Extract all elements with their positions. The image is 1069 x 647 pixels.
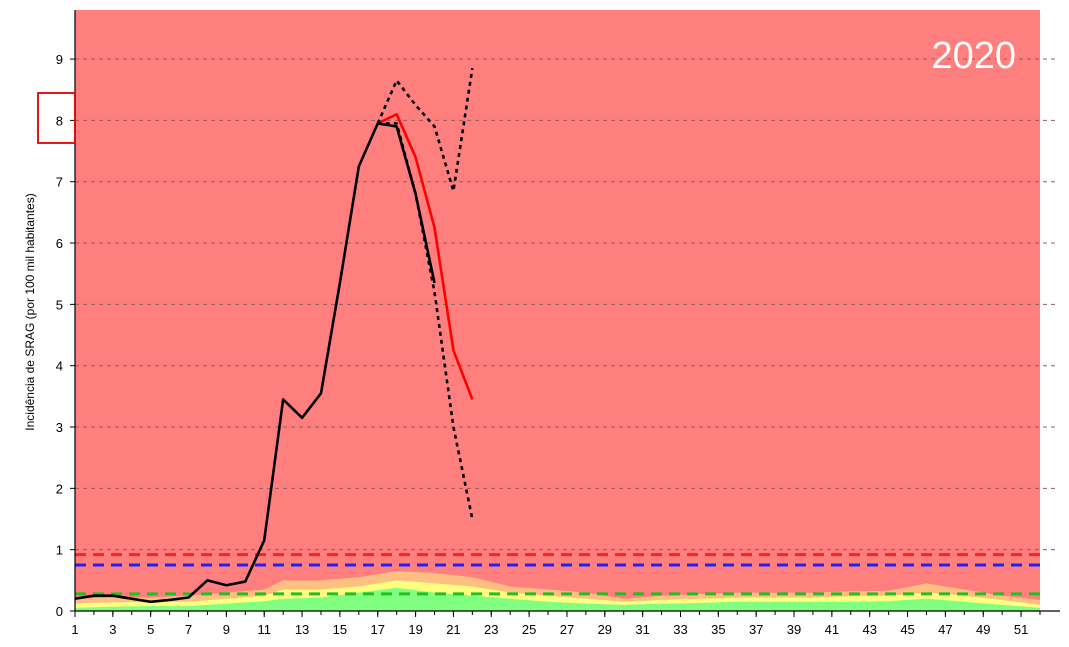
y-tick-label-2: 2 <box>56 481 63 496</box>
x-tick-label-17: 17 <box>371 622 385 637</box>
x-tick-label-25: 25 <box>522 622 536 637</box>
series-dotted-black-upper <box>376 68 474 193</box>
x-tick-label-35: 35 <box>711 622 725 637</box>
band-green <box>75 587 1040 611</box>
x-tick-label-5: 5 <box>147 622 154 637</box>
x-tick-label-21: 21 <box>446 622 460 637</box>
x-tick-label-41: 41 <box>825 622 839 637</box>
y-tick-label-6: 6 <box>56 236 63 251</box>
series-solid-black <box>74 122 436 604</box>
y-tick-label-9: 9 <box>56 52 63 67</box>
series-layer <box>74 68 474 604</box>
x-tick-label-51: 51 <box>1014 622 1028 637</box>
x-tick-label-11: 11 <box>257 622 271 637</box>
x-tick-label-31: 31 <box>635 622 649 637</box>
y-tick-label-4: 4 <box>56 359 63 374</box>
x-tick-label-15: 15 <box>333 622 347 637</box>
y-tick-label-0: 0 <box>56 604 63 619</box>
y-tick-label-8: 8 <box>56 113 63 128</box>
y-tick-label-1: 1 <box>56 543 63 558</box>
x-tick-label-27: 27 <box>560 622 574 637</box>
series-solid-red <box>377 112 474 400</box>
x-tick-label-33: 33 <box>673 622 687 637</box>
x-tick-label-47: 47 <box>938 622 952 637</box>
x-tick-label-29: 29 <box>598 622 612 637</box>
year-label: 2020 <box>931 35 1016 77</box>
grid-layer <box>75 58 1055 551</box>
x-tick-label-39: 39 <box>787 622 801 637</box>
x-tick-label-9: 9 <box>223 622 230 637</box>
x-tick-label-3: 3 <box>109 622 116 637</box>
x-tick-label-7: 7 <box>185 622 192 637</box>
y-tick-label-5: 5 <box>56 297 63 312</box>
x-tick-label-43: 43 <box>862 622 876 637</box>
plot-background <box>75 10 1040 611</box>
x-tick-label-45: 45 <box>900 622 914 637</box>
bands-layer <box>75 571 1040 611</box>
highlight-box <box>37 92 76 144</box>
x-tick-label-13: 13 <box>295 622 309 637</box>
x-tick-label-23: 23 <box>484 622 498 637</box>
x-tick-label-37: 37 <box>749 622 763 637</box>
y-tick-label-3: 3 <box>56 420 63 435</box>
x-tick-label-19: 19 <box>408 622 422 637</box>
x-tick-label-49: 49 <box>976 622 990 637</box>
x-tick-label-1: 1 <box>71 622 78 637</box>
y-tick-label-7: 7 <box>56 175 63 190</box>
y-axis-label: Incidência de SRAG (por 100 mil habitant… <box>23 193 37 430</box>
